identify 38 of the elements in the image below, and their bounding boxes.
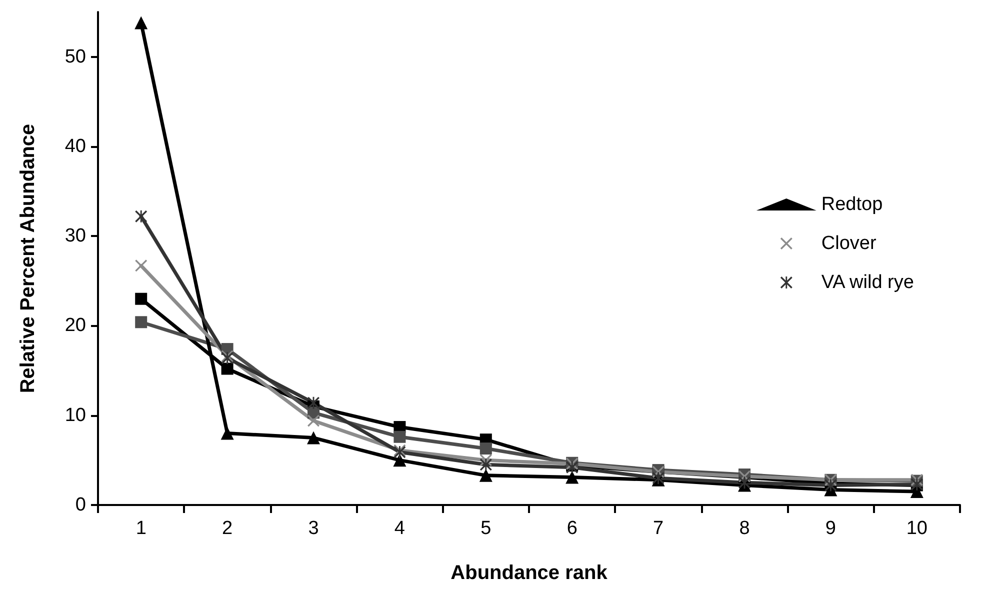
- point: [566, 470, 579, 484]
- y-axis-title: Relative Percent Abundance: [17, 124, 39, 394]
- x-tick-label: 8: [739, 518, 750, 539]
- point: [738, 476, 750, 489]
- point: [135, 316, 148, 328]
- point: [221, 362, 234, 375]
- point: [394, 430, 406, 443]
- x-tick-label: 1: [136, 518, 146, 539]
- y-tick-label: 30: [64, 226, 86, 247]
- point: [307, 431, 320, 444]
- legend-label: Clover: [821, 233, 877, 254]
- x-tick-label: 2: [222, 518, 233, 539]
- point: [135, 210, 148, 222]
- y-tick-label: 10: [64, 404, 86, 426]
- point: [308, 396, 320, 409]
- y-tick-label: 0: [75, 494, 86, 516]
- x-tick-label: 10: [906, 518, 928, 539]
- x-axis-title: Abundance rank: [450, 562, 608, 584]
- y-tick-label: 50: [64, 46, 86, 68]
- point: [134, 16, 148, 30]
- x-tick-label: 4: [394, 518, 406, 539]
- point: [480, 442, 492, 455]
- x-tick-label: 9: [825, 518, 836, 539]
- legend-label: Redtop: [821, 194, 883, 215]
- point: [135, 292, 148, 305]
- y-tick-label: 40: [64, 136, 86, 157]
- x-tick-label: 3: [308, 518, 319, 539]
- point: [480, 458, 492, 471]
- x-tick-label: 7: [653, 518, 664, 539]
- point: [910, 485, 924, 498]
- point: [220, 426, 234, 440]
- x-tick-label: 6: [566, 518, 578, 539]
- point: [479, 468, 492, 482]
- point: [393, 454, 406, 467]
- y-tick-label: 20: [64, 315, 86, 336]
- x-tick-label: 5: [480, 518, 492, 539]
- point: [135, 260, 148, 272]
- legend-label: VA wild rye: [821, 272, 914, 293]
